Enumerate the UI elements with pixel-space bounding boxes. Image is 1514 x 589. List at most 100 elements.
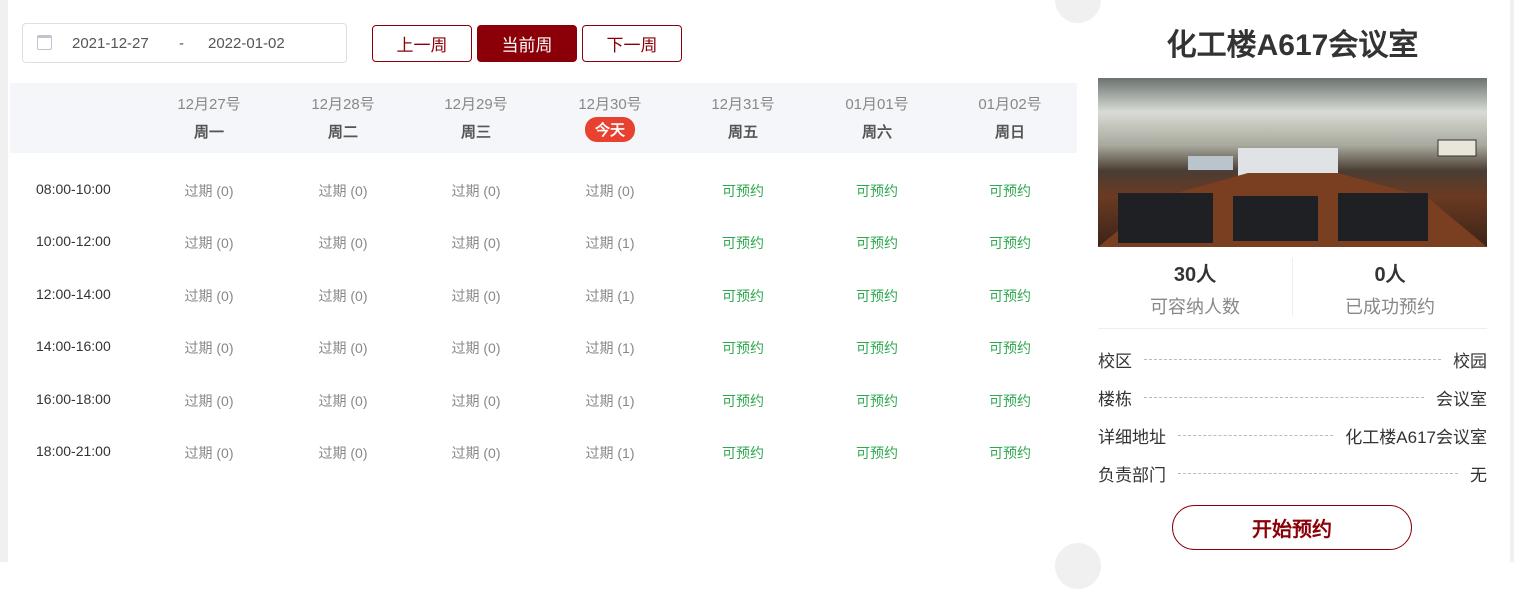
available-slot[interactable]: 可预约 — [856, 445, 898, 461]
info-row: 楼栋 会议室 — [1098, 386, 1487, 409]
available-slot[interactable]: 可预约 — [989, 340, 1031, 356]
info-value: 化工楼A617会议室 — [1345, 427, 1487, 447]
expired-slot: 过期 (0) — [184, 445, 234, 461]
info-row: 负责部门 无 — [1098, 462, 1487, 485]
available-slot[interactable]: 可预约 — [989, 288, 1031, 304]
available-slot[interactable]: 可预约 — [856, 340, 898, 356]
booked-stat: 0人 已成功预约 — [1293, 258, 1487, 319]
day-weekday: 周三 — [409, 121, 543, 142]
dotted-leader — [1144, 358, 1441, 360]
time-slot-row: 10:00-12:00 过期 (0) 过期 (0) 过期 (0) 过期 (1) 可预约 可预… — [10, 233, 1077, 285]
expired-slot: 过期 (1) — [585, 288, 635, 304]
day-weekday: 今天 — [543, 117, 677, 142]
available-slot[interactable]: 可预约 — [856, 235, 898, 251]
booked-label: 已成功预约 — [1345, 297, 1435, 317]
calendar-icon — [37, 35, 52, 50]
expired-slot: 过期 (0) — [318, 235, 368, 251]
booked-value: 0人 — [1374, 264, 1406, 286]
left-edge — [0, 0, 8, 562]
available-slot[interactable]: 可预约 — [722, 393, 764, 409]
today-badge: 今天 — [584, 117, 635, 142]
day-date: 01月02号 — [978, 96, 1042, 113]
expired-slot: 过期 (0) — [318, 340, 368, 356]
available-slot[interactable]: 可预约 — [722, 183, 764, 199]
divider — [1098, 328, 1487, 329]
info-value: 会议室 — [1436, 389, 1487, 409]
expired-slot: 过期 (0) — [184, 288, 234, 304]
prev-week-button[interactable]: 上一周 — [372, 25, 472, 62]
day-date: 01月01号 — [845, 96, 909, 113]
info-row: 校区 校园 — [1098, 348, 1487, 371]
info-label: 负责部门 — [1098, 465, 1166, 485]
expired-slot: 过期 (0) — [184, 235, 234, 251]
time-slot-row: 14:00-16:00 过期 (0) 过期 (0) 过期 (0) 过期 (1) 可预约 可预… — [10, 338, 1077, 390]
day-date: 12月28号 — [311, 96, 375, 113]
available-slot[interactable]: 可预约 — [856, 393, 898, 409]
available-slot[interactable]: 可预约 — [989, 235, 1031, 251]
dotted-leader — [1178, 472, 1458, 474]
dotted-leader — [1144, 396, 1424, 398]
slot-time: 14:00-16:00 — [36, 338, 111, 354]
expired-slot: 过期 (1) — [585, 393, 635, 409]
available-slot[interactable]: 可预约 — [989, 183, 1031, 199]
time-slot-row: 08:00-10:00 过期 (0) 过期 (0) 过期 (0) 过期 (0) 可预约 可预… — [10, 181, 1077, 233]
expired-slot: 过期 (0) — [585, 183, 635, 199]
day-date: 12月30号 — [578, 96, 642, 113]
info-label: 校区 — [1098, 351, 1132, 371]
capacity-stat: 30人 可容纳人数 — [1098, 258, 1292, 319]
weekday-label: 周日 — [994, 124, 1025, 141]
available-slot[interactable]: 可预约 — [722, 340, 764, 356]
available-slot[interactable]: 可预约 — [989, 393, 1031, 409]
weekday-label: 周六 — [861, 124, 892, 141]
end-date: 2022-01-02 — [208, 35, 285, 52]
expired-slot: 过期 (0) — [184, 340, 234, 356]
expired-slot: 过期 (0) — [451, 183, 501, 199]
scrollbar[interactable] — [1510, 0, 1514, 562]
slot-time: 10:00-12:00 — [36, 233, 111, 249]
available-slot[interactable]: 可预约 — [856, 183, 898, 199]
slot-time: 08:00-10:00 — [36, 181, 111, 197]
expired-slot: 过期 (1) — [585, 445, 635, 461]
expired-slot: 过期 (1) — [585, 340, 635, 356]
day-date: 12月27号 — [177, 96, 241, 113]
start-date: 2021-12-27 — [72, 35, 149, 52]
expired-slot: 过期 (0) — [451, 288, 501, 304]
expired-slot: 过期 (0) — [451, 445, 501, 461]
day-weekday: 周六 — [810, 121, 944, 142]
room-photo — [1098, 78, 1487, 247]
dotted-leader — [1178, 434, 1334, 436]
time-slot-row: 18:00-21:00 过期 (0) 过期 (0) 过期 (0) 过期 (1) 可预约 可预… — [10, 443, 1077, 495]
available-slot[interactable]: 可预约 — [856, 288, 898, 304]
available-slot[interactable]: 可预约 — [722, 288, 764, 304]
date-range-picker[interactable]: 2021-12-27 - 2022-01-02 — [22, 23, 347, 63]
expired-slot: 过期 (0) — [451, 235, 501, 251]
slot-time: 12:00-14:00 — [36, 286, 111, 302]
day-weekday: 周一 — [142, 121, 276, 142]
info-row: 详细地址 化工楼A617会议室 — [1098, 424, 1487, 447]
expired-slot: 过期 (0) — [318, 445, 368, 461]
room-title: 化工楼A617会议室 — [1166, 29, 1419, 62]
decor-notch — [1055, 543, 1101, 589]
day-date: 12月31号 — [711, 96, 775, 113]
weekday-label: 周一 — [193, 124, 224, 141]
day-weekday: 周五 — [676, 121, 810, 142]
next-week-button[interactable]: 下一周 — [582, 25, 682, 62]
available-slot[interactable]: 可预约 — [989, 445, 1031, 461]
info-label: 详细地址 — [1098, 427, 1166, 447]
capacity-value: 30人 — [1173, 264, 1217, 286]
weekday-label: 周三 — [460, 124, 491, 141]
expired-slot: 过期 (0) — [184, 183, 234, 199]
expired-slot: 过期 (1) — [585, 235, 635, 251]
available-slot[interactable]: 可预约 — [722, 235, 764, 251]
time-slot-row: 12:00-14:00 过期 (0) 过期 (0) 过期 (0) 过期 (1) 可预约 可预… — [10, 286, 1077, 338]
start-booking-button[interactable]: 开始预约 — [1172, 505, 1412, 550]
date-separator: - — [179, 35, 184, 52]
current-week-button[interactable]: 当前周 — [477, 25, 577, 62]
available-slot[interactable]: 可预约 — [722, 445, 764, 461]
expired-slot: 过期 (0) — [184, 393, 234, 409]
schedule-header: 12月27号 周一 12月28号 周二 12月29号 周三 12月30号 今天 12月3… — [10, 83, 1077, 153]
day-weekday: 周日 — [943, 121, 1077, 142]
expired-slot: 过期 (0) — [318, 288, 368, 304]
expired-slot: 过期 (0) — [451, 393, 501, 409]
slot-time: 16:00-18:00 — [36, 391, 111, 407]
